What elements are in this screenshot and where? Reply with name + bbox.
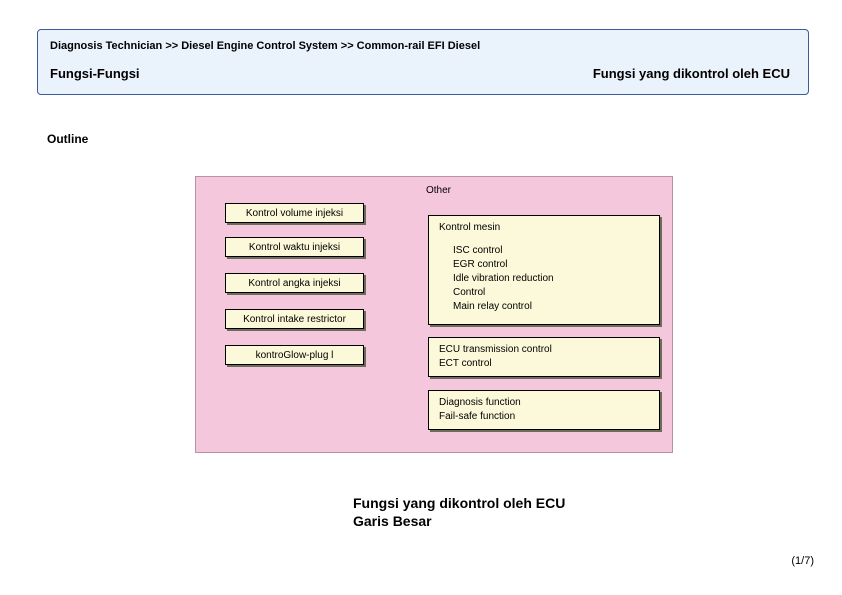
right-box1-line: ISC control — [453, 244, 649, 258]
right-box1-line: Idle vibration reduction — [453, 272, 649, 286]
right-box3-line: Diagnosis function — [439, 396, 649, 410]
page-number: (1/7) — [791, 555, 814, 567]
bottom-title: Fungsi yang dikontrol oleh ECU Garis Bes… — [353, 494, 565, 530]
right-box1-line: Control — [453, 286, 649, 300]
right-box-diagnosis: Diagnosis function Fail-safe function — [428, 390, 660, 430]
right-box-transmission: ECU transmission control ECT control — [428, 337, 660, 377]
title-left: Fungsi-Fungsi — [50, 66, 140, 81]
breadcrumb: Diagnosis Technician >> Diesel Engine Co… — [50, 40, 480, 52]
right-box2-line: ECT control — [439, 357, 649, 371]
left-item: Kontrol intake restrictor — [225, 309, 364, 329]
right-box3-line: Fail-safe function — [439, 410, 649, 424]
left-item: kontroGlow-plug l — [225, 345, 364, 365]
other-panel: Other Kontrol volume injeksi Kontrol wak… — [195, 176, 673, 453]
outline-label: Outline — [47, 132, 88, 146]
left-item: Kontrol angka injeksi — [225, 273, 364, 293]
header-box: Diagnosis Technician >> Diesel Engine Co… — [37, 29, 809, 95]
right-box1-line: Main relay control — [453, 300, 649, 314]
right-box2-line: ECU transmission control — [439, 343, 649, 357]
other-label: Other — [426, 185, 451, 196]
title-right: Fungsi yang dikontrol oleh ECU — [593, 66, 790, 81]
right-box1-line: EGR control — [453, 258, 649, 272]
page: Diagnosis Technician >> Diesel Engine Co… — [0, 0, 842, 595]
left-item: Kontrol waktu injeksi — [225, 237, 364, 257]
right-box-engine-control: Kontrol mesin ISC control EGR control Id… — [428, 215, 660, 325]
right-box1-heading: Kontrol mesin — [439, 221, 649, 235]
left-item: Kontrol volume injeksi — [225, 203, 364, 223]
bottom-title-line2: Garis Besar — [353, 512, 565, 530]
bottom-title-line1: Fungsi yang dikontrol oleh ECU — [353, 494, 565, 512]
